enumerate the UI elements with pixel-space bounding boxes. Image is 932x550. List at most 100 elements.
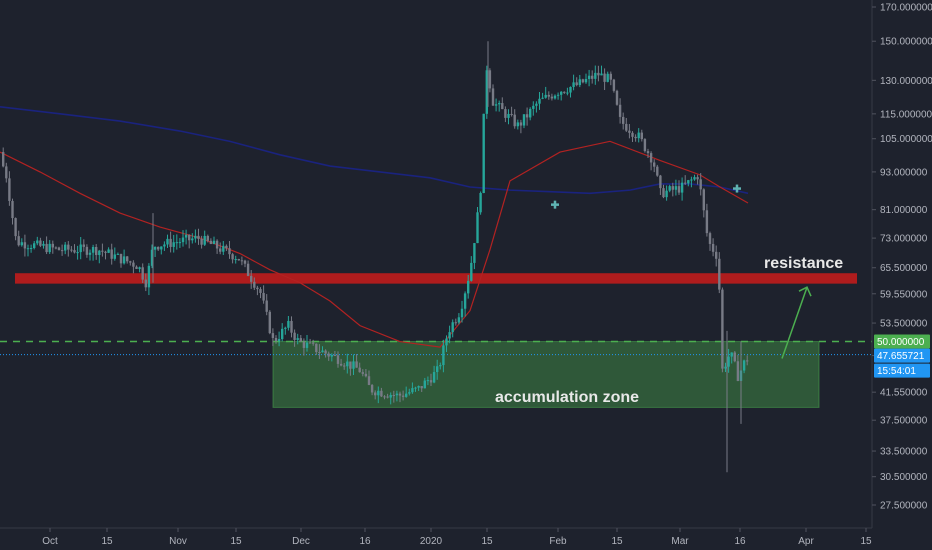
candle: [467, 274, 470, 299]
candle: [82, 239, 85, 252]
bullish-arrow-head: [798, 286, 812, 297]
candle: [364, 369, 368, 378]
candle: [457, 313, 461, 325]
candle: [339, 358, 343, 367]
candle: [178, 238, 182, 248]
candle: [132, 260, 135, 274]
candle: [386, 393, 389, 399]
ma-long-line: [0, 106, 749, 195]
candle: [265, 294, 268, 316]
candle: [451, 319, 454, 338]
y-tick-label: 81.000000: [880, 205, 928, 216]
ma-cross-marker: [551, 200, 559, 209]
candle: [119, 253, 123, 268]
candle: [547, 91, 550, 100]
candle: [166, 234, 169, 248]
candle: [271, 328, 275, 347]
candle: [36, 236, 39, 246]
candle: [45, 236, 48, 255]
candle: [48, 240, 51, 255]
candle: [330, 353, 333, 362]
candle: [578, 74, 581, 88]
candle: [454, 318, 457, 326]
candle: [91, 244, 95, 261]
candle: [432, 365, 436, 384]
candle: [85, 244, 89, 258]
price-axis[interactable]: 170.000000 150.000000 130.000000 115.000000…: [871, 0, 932, 528]
candle: [281, 323, 284, 342]
candle: [253, 277, 256, 291]
y-tick-label: 53.500000: [880, 319, 928, 330]
candle: [324, 349, 327, 358]
candle: [194, 229, 197, 243]
candle: [405, 386, 408, 398]
candle: [575, 77, 578, 87]
candle: [597, 65, 600, 82]
candle: [129, 260, 132, 266]
candle: [327, 351, 330, 361]
candle: [321, 346, 324, 353]
candle: [367, 370, 371, 386]
candle: [380, 387, 383, 398]
x-tick-label: Oct: [42, 536, 58, 547]
candle: [33, 241, 36, 250]
candle: [677, 180, 681, 195]
y-tick-label: 105.000000: [880, 134, 932, 145]
candle: [157, 246, 160, 251]
candle: [336, 351, 340, 368]
candle: [256, 285, 259, 296]
candle: [525, 107, 529, 126]
time-axis[interactable]: Oct 15 Nov 15 Dec 16 2020 15 Feb 15 Mar 16 Apr 15: [0, 527, 872, 547]
y-tick-label: 170.000000: [880, 3, 932, 14]
candle: [513, 109, 516, 129]
candle: [225, 244, 228, 252]
y-tick-label: 130.000000: [880, 76, 932, 87]
candle: [646, 148, 650, 158]
candle: [746, 355, 749, 366]
bullish-arrow: [781, 286, 808, 359]
candle: [665, 185, 668, 201]
candle: [392, 390, 395, 403]
candle: [532, 101, 535, 116]
candle: [566, 87, 569, 96]
candle: [76, 245, 79, 260]
candle: [631, 131, 634, 142]
candle: [184, 229, 188, 245]
candle: [724, 362, 727, 372]
candle: [370, 383, 374, 396]
ma-short-line: [0, 140, 749, 348]
candle: [343, 363, 346, 370]
candle: [674, 179, 678, 196]
candle: [510, 106, 513, 117]
candle: [126, 255, 129, 264]
candle: [293, 329, 296, 347]
x-tick-label: 16: [359, 536, 371, 547]
candle: [615, 89, 619, 106]
candle: [550, 93, 554, 101]
candle: [383, 395, 386, 400]
x-tick-label: 15: [481, 536, 493, 547]
candle: [212, 236, 216, 245]
candle: [733, 351, 736, 363]
candle: [23, 234, 27, 257]
candle: [277, 331, 281, 347]
candle: [715, 245, 718, 267]
y-tick-label: 41.550000: [880, 388, 928, 399]
candle: [538, 92, 541, 110]
candle: [287, 315, 290, 331]
candle: [439, 362, 442, 370]
candle: [637, 128, 640, 143]
candles: [2, 41, 749, 473]
candle: [11, 198, 14, 225]
candle: [504, 106, 507, 123]
candle: [609, 71, 612, 86]
x-tick-label: Dec: [292, 536, 310, 547]
y-tick-label: 37.500000: [880, 416, 928, 427]
candle: [693, 174, 696, 181]
candle: [398, 391, 402, 403]
candle: [169, 231, 172, 253]
candle: [67, 241, 70, 257]
candle: [696, 174, 699, 185]
